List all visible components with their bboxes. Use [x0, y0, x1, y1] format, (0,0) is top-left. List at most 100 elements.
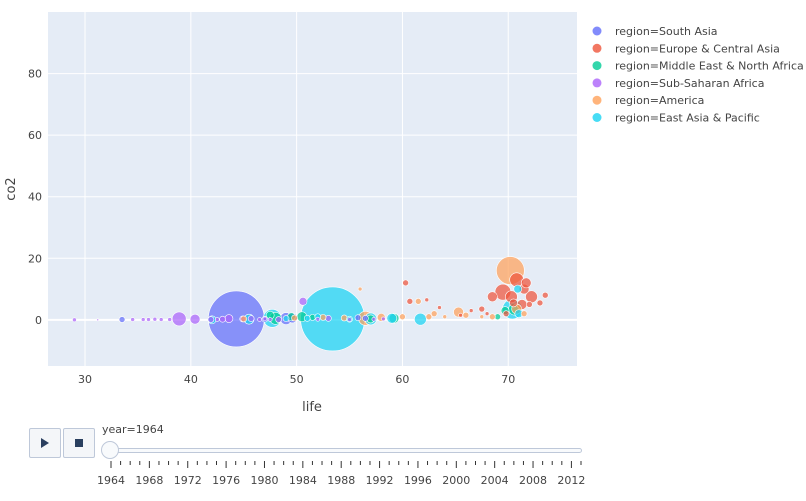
data-point — [425, 313, 433, 321]
data-point — [362, 314, 369, 322]
y-tick-labels: 0 20 40 60 80 — [28, 68, 42, 327]
legend[interactable]: region=South Asia region=Europe & Central… — [592, 25, 804, 125]
stop-button[interactable] — [63, 428, 95, 458]
data-point — [158, 317, 164, 322]
legend-marker — [592, 113, 602, 122]
legend-marker — [592, 61, 602, 71]
legend-item[interactable]: region=Europe & Central Asia — [615, 42, 780, 55]
data-point — [257, 317, 262, 322]
data-point — [140, 317, 146, 322]
data-point — [340, 314, 348, 322]
data-points — [72, 256, 549, 352]
data-point — [118, 316, 126, 323]
data-point — [414, 312, 427, 326]
play-button[interactable] — [29, 428, 61, 458]
data-point — [520, 277, 532, 289]
data-point — [262, 316, 268, 322]
legend-marker — [592, 78, 602, 88]
data-point — [347, 317, 352, 322]
y-tick-label: 80 — [28, 68, 42, 81]
data-point — [424, 297, 430, 303]
x-tick-label: 30 — [78, 373, 92, 386]
year-slider-track[interactable] — [104, 448, 582, 453]
data-point — [189, 313, 201, 325]
y-tick-label: 60 — [28, 129, 42, 142]
data-point — [214, 317, 220, 322]
legend-item[interactable]: region=Sub-Saharan Africa — [615, 77, 764, 90]
data-point — [399, 313, 406, 321]
legend-item[interactable]: region=Middle East & North Africa — [615, 60, 804, 73]
data-point — [468, 308, 474, 313]
data-point — [381, 316, 386, 322]
data-point — [275, 316, 282, 323]
x-tick-label: 50 — [290, 373, 304, 386]
data-point — [315, 316, 321, 322]
data-point — [414, 298, 422, 305]
data-point — [520, 310, 528, 317]
data-point — [130, 317, 135, 322]
legend-item[interactable]: region=East Asia & Pacific — [615, 112, 760, 125]
data-point — [325, 314, 332, 322]
data-point — [489, 313, 496, 321]
slider-year-label: 1984 — [288, 474, 317, 487]
data-point — [240, 315, 248, 323]
data-point — [303, 314, 311, 322]
legend-marker — [592, 95, 602, 105]
slider-year-label: 2004 — [480, 474, 509, 487]
play-icon — [41, 438, 49, 448]
data-point — [513, 284, 523, 294]
stop-icon — [75, 439, 83, 447]
data-point — [430, 310, 438, 317]
data-point — [487, 291, 498, 303]
data-point — [167, 317, 172, 322]
slider-year-label: 1964 — [97, 474, 125, 487]
data-point — [96, 318, 100, 322]
data-point — [267, 317, 273, 322]
y-tick-label: 0 — [35, 314, 42, 327]
data-point — [484, 311, 490, 316]
data-point — [536, 299, 544, 307]
data-point — [371, 316, 377, 322]
slider-ticks — [110, 461, 582, 468]
slider-year-label: 2008 — [519, 474, 548, 487]
year-slider-handle[interactable] — [101, 441, 119, 459]
data-point — [406, 298, 414, 305]
slider-year-label: 2000 — [442, 474, 471, 487]
x-tick-labels: 30 40 50 60 70 — [78, 373, 515, 386]
slider-year-label: 1968 — [135, 474, 164, 487]
data-point — [386, 312, 398, 324]
y-tick-label: 20 — [28, 252, 42, 265]
slider-year-label: 1980 — [250, 474, 279, 487]
data-point — [462, 311, 470, 319]
legend-marker — [592, 26, 602, 36]
x-tick-label: 70 — [501, 373, 515, 386]
data-point — [146, 317, 151, 322]
data-point — [442, 314, 448, 320]
data-point — [354, 314, 362, 321]
slider-year-label: 2012 — [557, 474, 586, 487]
data-point — [72, 317, 77, 323]
data-point — [152, 316, 158, 322]
data-point — [171, 311, 187, 327]
legend-item[interactable]: region=South Asia — [615, 25, 718, 38]
data-point — [541, 291, 549, 299]
y-axis-title: co2 — [4, 177, 19, 200]
y-tick-label: 40 — [28, 191, 42, 204]
data-point — [282, 315, 290, 322]
data-point — [509, 298, 518, 308]
data-point — [224, 314, 234, 323]
data-point — [291, 314, 298, 322]
slider-year-label: 1972 — [173, 474, 202, 487]
data-point — [207, 316, 215, 323]
slider-year-label: 1992 — [365, 474, 394, 487]
data-point — [458, 312, 463, 318]
data-point — [502, 310, 510, 317]
data-point — [247, 315, 255, 322]
data-point — [219, 315, 226, 323]
data-point — [479, 314, 485, 320]
slider-current-value: year=1964 — [102, 423, 164, 436]
legend-item[interactable]: region=America — [615, 94, 704, 107]
legend-marker — [592, 43, 602, 53]
x-tick-label: 40 — [184, 373, 198, 386]
data-point — [437, 305, 442, 310]
